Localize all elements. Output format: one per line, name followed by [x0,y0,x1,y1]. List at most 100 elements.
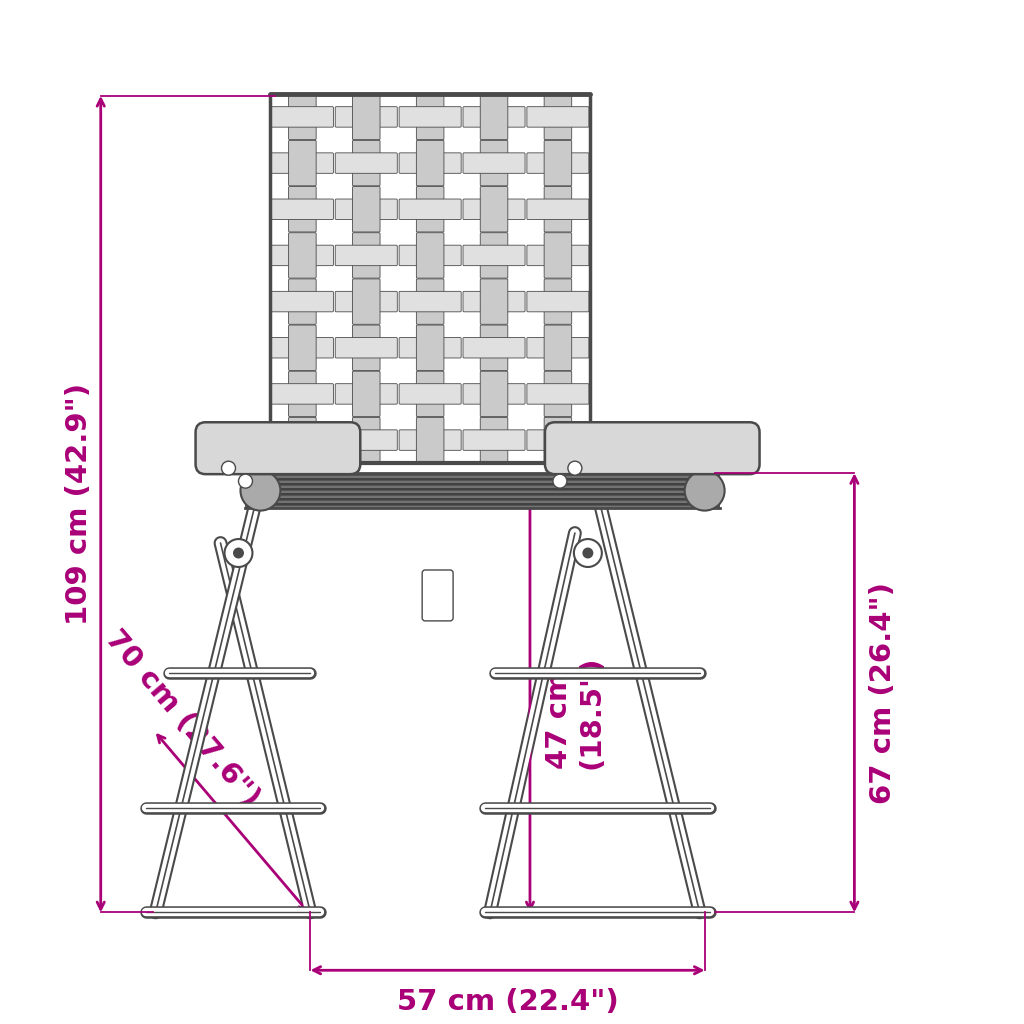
FancyBboxPatch shape [399,199,461,219]
FancyBboxPatch shape [463,106,525,127]
Text: 67 cm (26.4"): 67 cm (26.4") [869,582,897,804]
FancyBboxPatch shape [399,384,461,404]
FancyBboxPatch shape [417,232,444,279]
FancyBboxPatch shape [417,94,444,139]
FancyBboxPatch shape [480,232,508,279]
FancyBboxPatch shape [480,418,508,463]
Text: 47 cm
(18.5"): 47 cm (18.5") [545,656,605,769]
FancyBboxPatch shape [352,325,380,371]
FancyBboxPatch shape [289,232,316,279]
FancyBboxPatch shape [545,422,760,474]
FancyBboxPatch shape [527,245,589,265]
FancyBboxPatch shape [417,325,444,371]
FancyBboxPatch shape [352,418,380,463]
FancyBboxPatch shape [335,430,397,451]
FancyBboxPatch shape [289,186,316,232]
FancyBboxPatch shape [463,245,525,265]
FancyBboxPatch shape [527,384,589,404]
FancyBboxPatch shape [271,245,334,265]
FancyBboxPatch shape [463,338,525,358]
FancyBboxPatch shape [399,106,461,127]
FancyBboxPatch shape [335,245,397,265]
FancyBboxPatch shape [463,153,525,173]
FancyBboxPatch shape [352,186,380,232]
FancyBboxPatch shape [463,292,525,312]
FancyBboxPatch shape [352,140,380,185]
FancyBboxPatch shape [480,279,508,325]
FancyBboxPatch shape [289,140,316,185]
Bar [270,94,590,463]
FancyBboxPatch shape [352,279,380,325]
FancyBboxPatch shape [335,292,397,312]
Circle shape [224,539,253,567]
Circle shape [553,474,567,488]
FancyBboxPatch shape [463,384,525,404]
FancyBboxPatch shape [417,186,444,232]
FancyBboxPatch shape [480,94,508,139]
FancyBboxPatch shape [399,153,461,173]
FancyBboxPatch shape [289,94,316,139]
FancyBboxPatch shape [399,292,461,312]
FancyBboxPatch shape [399,430,461,451]
FancyBboxPatch shape [196,422,360,474]
FancyBboxPatch shape [352,94,380,139]
Circle shape [239,474,253,488]
FancyBboxPatch shape [527,292,589,312]
Circle shape [233,548,244,558]
FancyBboxPatch shape [271,199,334,219]
FancyBboxPatch shape [480,140,508,185]
FancyBboxPatch shape [289,325,316,371]
FancyBboxPatch shape [271,430,334,451]
FancyBboxPatch shape [544,232,571,279]
Circle shape [221,461,236,475]
FancyBboxPatch shape [289,279,316,325]
FancyBboxPatch shape [399,338,461,358]
FancyBboxPatch shape [463,430,525,451]
FancyBboxPatch shape [335,153,397,173]
FancyBboxPatch shape [544,372,571,417]
FancyBboxPatch shape [335,106,397,127]
FancyBboxPatch shape [271,292,334,312]
FancyBboxPatch shape [422,570,453,621]
FancyBboxPatch shape [527,153,589,173]
FancyBboxPatch shape [544,94,571,139]
Text: 57 cm (22.4"): 57 cm (22.4") [396,988,618,1016]
FancyBboxPatch shape [480,372,508,417]
FancyBboxPatch shape [544,186,571,232]
Circle shape [583,548,593,558]
FancyBboxPatch shape [480,325,508,371]
FancyBboxPatch shape [335,384,397,404]
Ellipse shape [241,471,281,511]
FancyBboxPatch shape [417,372,444,417]
FancyBboxPatch shape [271,384,334,404]
FancyBboxPatch shape [544,418,571,463]
Circle shape [573,539,602,567]
FancyBboxPatch shape [527,430,589,451]
FancyBboxPatch shape [335,338,397,358]
FancyBboxPatch shape [289,372,316,417]
FancyBboxPatch shape [417,418,444,463]
FancyBboxPatch shape [544,325,571,371]
Bar [246,473,720,508]
FancyBboxPatch shape [417,279,444,325]
FancyBboxPatch shape [527,338,589,358]
FancyBboxPatch shape [480,186,508,232]
FancyBboxPatch shape [271,106,334,127]
FancyBboxPatch shape [527,106,589,127]
Circle shape [568,461,582,475]
FancyBboxPatch shape [271,153,334,173]
FancyBboxPatch shape [271,338,334,358]
Text: 70 cm (27.6"): 70 cm (27.6") [99,626,264,813]
FancyBboxPatch shape [289,418,316,463]
FancyBboxPatch shape [417,140,444,185]
Text: 109 cm (42.9"): 109 cm (42.9") [65,383,93,626]
FancyBboxPatch shape [544,279,571,325]
FancyBboxPatch shape [352,372,380,417]
FancyBboxPatch shape [527,199,589,219]
FancyBboxPatch shape [463,199,525,219]
Ellipse shape [685,471,725,511]
FancyBboxPatch shape [399,245,461,265]
FancyBboxPatch shape [352,232,380,279]
FancyBboxPatch shape [544,140,571,185]
FancyBboxPatch shape [335,199,397,219]
